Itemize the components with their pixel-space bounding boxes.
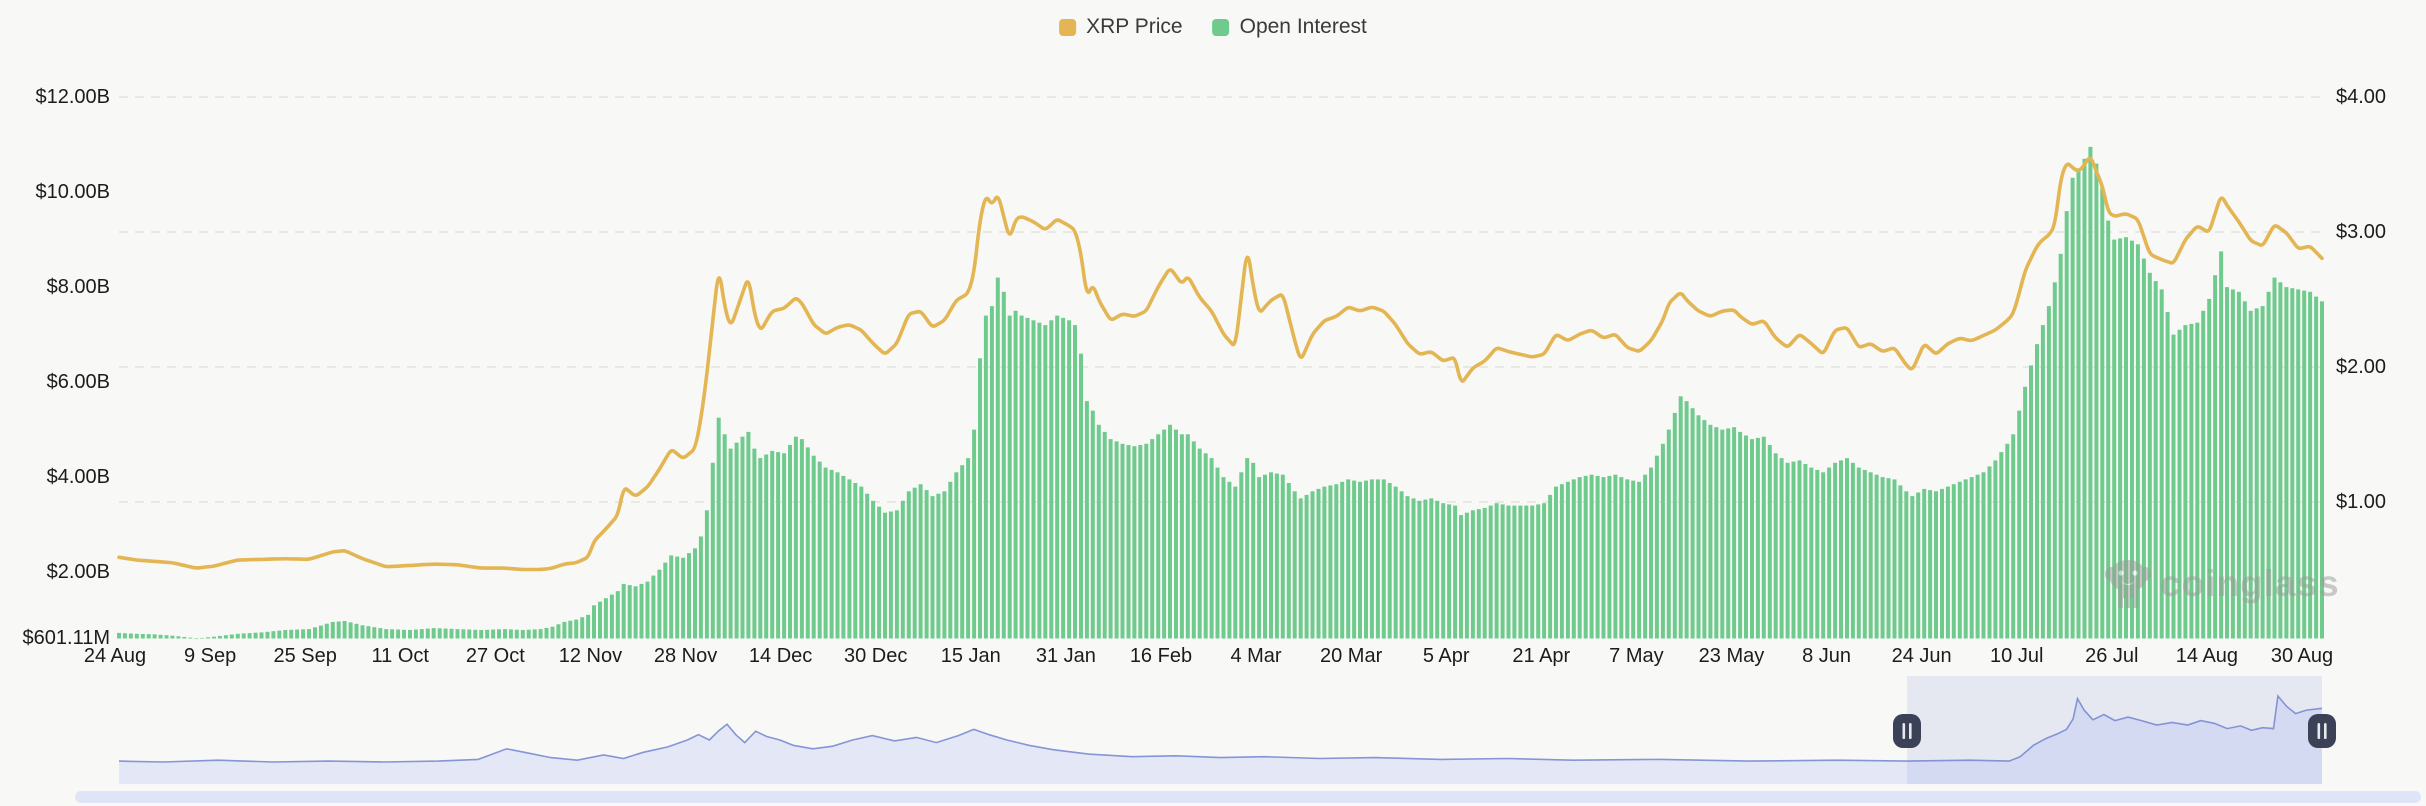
x-axis-tick-label: 14 Dec <box>748 645 813 667</box>
right-axis-tick-label: $3.00 <box>2336 221 2387 243</box>
chart-legend: XRP Price Open Interest <box>1059 15 1367 39</box>
legend-item-xrp-price[interactable]: XRP Price <box>1059 15 1183 39</box>
x-axis-tick-label: 30 Dec <box>844 645 908 667</box>
legend-item-open-interest[interactable]: Open Interest <box>1212 15 1367 39</box>
navigator-line <box>118 694 2323 763</box>
legend-label: XRP Price <box>1086 15 1183 38</box>
right-axis-tick-label: $2.00 <box>2336 356 2387 378</box>
x-axis-tick-label: 12 Nov <box>558 645 623 667</box>
x-axis-tick-label: 7 May <box>1609 645 1664 667</box>
left-axis-tick-label: $601.11M <box>22 627 110 649</box>
x-axis-tick-label: 8 Jun <box>1802 645 1852 667</box>
x-axis-tick-label: 9 Sep <box>183 645 237 667</box>
x-axis-tick-label: 31 Jan <box>1035 645 1096 667</box>
navigator-right-handle[interactable] <box>2308 714 2336 748</box>
left-axis-tick-label: $8.00B <box>46 276 110 298</box>
x-axis-tick-label: 4 Mar <box>1230 645 1282 667</box>
right-axis-tick-label: $4.00 <box>2336 86 2387 108</box>
horizontal-scrollbar-rail[interactable] <box>75 791 2421 803</box>
left-axis-tick-label: $6.00B <box>46 371 110 393</box>
x-axis-tick-label: 30 Aug <box>2270 645 2334 667</box>
open-interest-swatch-icon <box>1212 18 1230 36</box>
x-axis-tick-label: 24 Jun <box>1891 645 1952 667</box>
legend-label: Open Interest <box>1239 15 1367 38</box>
x-axis-tick-label: 5 Apr <box>1422 645 1470 667</box>
left-axis-tick-label: $2.00B <box>46 561 110 583</box>
x-axis-tick-label: 27 Oct <box>465 645 525 667</box>
navigator-area <box>119 696 2322 784</box>
left-axis-tick-label: $10.00B <box>35 181 110 203</box>
x-axis-tick-label: 16 Feb <box>1129 645 1193 667</box>
left-axis-tick-label: $4.00B <box>46 466 110 488</box>
x-axis-tick-label: 15 Jan <box>940 645 1001 667</box>
right-axis-tick-label: $1.00 <box>2336 491 2387 513</box>
x-axis-tick-label: 24 Aug <box>83 645 147 667</box>
x-axis-tick-label: 10 Jul <box>1990 645 2044 667</box>
x-axis-tick-label: 25 Sep <box>273 645 337 667</box>
x-axis-tick-label: 23 May <box>1698 645 1765 667</box>
x-axis-tick-label: 28 Nov <box>653 645 718 667</box>
x-axis-tick-label: 20 Mar <box>1320 645 1383 667</box>
navigator-left-handle[interactable] <box>1893 714 1921 748</box>
navigator-selected-window[interactable] <box>1907 676 2322 784</box>
open-interest-bars <box>117 146 2324 640</box>
xrp-price-swatch-icon <box>1059 18 1077 36</box>
x-axis-tick-label: 11 Oct <box>371 645 429 667</box>
left-axis-tick-label: $12.00B <box>35 86 110 108</box>
x-axis-tick-label: 21 Apr <box>1512 645 1571 667</box>
x-axis-tick-label: 26 Jul <box>2085 645 2139 667</box>
x-axis-tick-label: 14 Aug <box>2175 645 2239 667</box>
xrp-price-line <box>117 156 2324 572</box>
